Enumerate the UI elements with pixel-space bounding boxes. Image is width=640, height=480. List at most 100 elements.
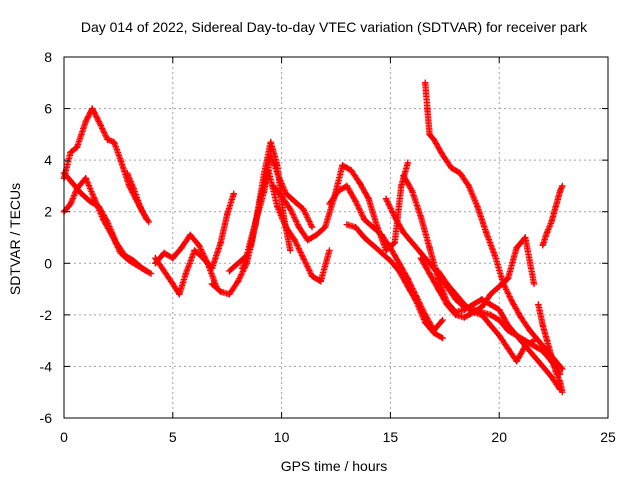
data-point <box>391 239 398 246</box>
data-point <box>465 182 472 190</box>
data-point <box>121 252 129 259</box>
data-point <box>82 118 89 125</box>
data-point <box>104 136 111 143</box>
data-point <box>182 270 190 277</box>
data-point <box>548 352 555 360</box>
data-point <box>204 260 211 267</box>
data-point <box>422 79 429 86</box>
data-point <box>559 365 566 373</box>
data-point <box>169 280 176 288</box>
data-point <box>426 131 433 138</box>
data-point <box>530 337 538 344</box>
x-tick-label: 20 <box>491 429 507 445</box>
data-point <box>256 198 264 205</box>
y-tick-label: 4 <box>44 152 52 168</box>
data-point <box>178 244 185 252</box>
series-track-19 <box>535 301 566 396</box>
data-point <box>439 316 446 324</box>
data-point <box>435 267 442 275</box>
data-point <box>469 301 477 308</box>
data-point <box>509 298 516 306</box>
data-point <box>556 187 564 195</box>
data-point <box>160 267 168 275</box>
data-point <box>517 314 525 321</box>
data-point <box>443 301 451 308</box>
data-point <box>176 291 183 298</box>
y-tick-label: -6 <box>40 410 53 426</box>
data-point <box>348 167 355 174</box>
data-point <box>461 301 468 308</box>
data-point <box>86 198 94 205</box>
data-point <box>482 229 490 236</box>
data-point <box>67 200 74 208</box>
data-point <box>530 280 538 288</box>
data-point <box>300 254 307 262</box>
y-tick-label: 6 <box>44 101 52 117</box>
data-point <box>326 200 333 208</box>
data-point <box>404 283 412 290</box>
data-point <box>478 311 485 319</box>
data-point <box>239 265 246 272</box>
data-point <box>548 218 555 226</box>
data-point <box>504 321 512 329</box>
data-point <box>95 118 103 125</box>
data-point <box>452 311 459 319</box>
series-trace <box>152 191 237 298</box>
data-point <box>448 164 455 172</box>
data-point <box>552 368 559 375</box>
data-point <box>513 332 520 339</box>
series-trace <box>539 184 565 249</box>
plot-frame <box>63 56 609 419</box>
data-point <box>395 260 403 267</box>
data-point <box>391 213 398 221</box>
data-point <box>496 306 503 313</box>
data-point <box>300 205 307 213</box>
data-point <box>78 190 85 197</box>
data-point <box>313 231 320 239</box>
data-point <box>395 267 403 275</box>
data-point <box>487 321 494 329</box>
series-track-9 <box>239 167 333 285</box>
data-point <box>369 223 377 231</box>
tick-layer: 0 5 10 15 20 25 -6 -4 -2 0 2 4 6 8 <box>40 49 616 445</box>
data-point <box>304 236 311 244</box>
data-point <box>130 185 137 192</box>
data-point <box>382 195 390 203</box>
data-point <box>426 244 433 252</box>
data-point <box>522 234 529 241</box>
data-point <box>496 332 503 339</box>
data-point <box>539 242 546 249</box>
data-point <box>217 239 224 246</box>
series-track-1 <box>60 105 153 226</box>
data-point <box>169 254 176 262</box>
data-point <box>513 358 520 365</box>
data-point <box>267 151 274 159</box>
series-track-14 <box>400 172 564 378</box>
data-point <box>287 247 294 254</box>
data-point <box>91 195 98 203</box>
data-point <box>104 218 111 226</box>
data-point <box>308 272 316 280</box>
x-tick-label: 15 <box>383 429 399 445</box>
data-point <box>400 229 407 236</box>
data-point <box>404 159 412 166</box>
data-point <box>422 319 429 326</box>
data-point <box>295 223 303 231</box>
data-point <box>226 291 233 298</box>
data-point <box>191 247 198 254</box>
data-point <box>487 311 494 319</box>
data-point <box>413 298 420 306</box>
data-point <box>282 190 290 197</box>
data-point <box>487 291 494 298</box>
data-point <box>361 234 368 241</box>
data-point <box>559 182 566 190</box>
data-point <box>439 334 446 342</box>
data-point <box>496 283 503 290</box>
data-point <box>526 327 533 334</box>
data-point <box>287 205 294 213</box>
data-point <box>317 278 324 285</box>
data-point <box>269 182 277 190</box>
data-point <box>147 270 155 277</box>
data-layer <box>60 79 566 396</box>
data-point <box>361 216 368 223</box>
